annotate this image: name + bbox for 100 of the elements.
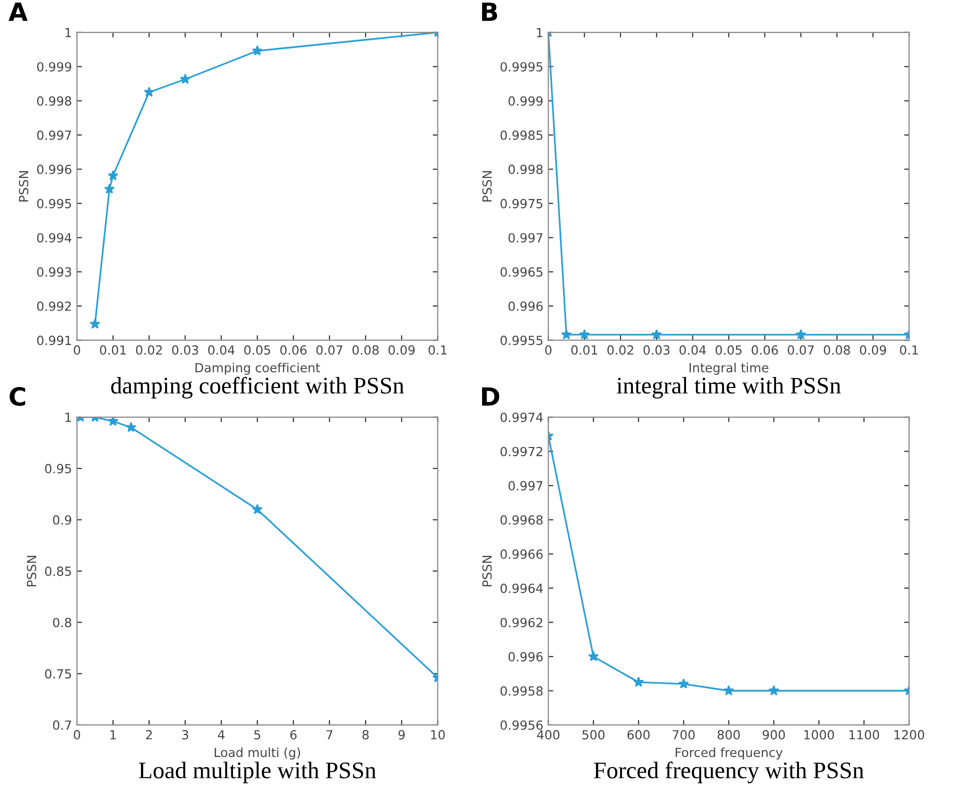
y-tick-label: 0.9972: [500, 446, 542, 456]
y-tick-label: 0.997: [508, 481, 542, 490]
y-tick-label: 0.996: [37, 164, 72, 174]
y-tick-label: 0.993: [37, 267, 72, 277]
x-tick-label: 0.06: [280, 345, 307, 355]
x-tick-label: 500: [582, 730, 605, 740]
y-tick-label: 0.9995: [500, 62, 542, 72]
y-tick-label: 0.9955: [500, 336, 542, 346]
text: integral time with PSSn: [616, 377, 841, 399]
y-tick-label: 0.996: [508, 652, 543, 662]
x-tick-label: 0.07: [316, 345, 342, 355]
x-tick-label: 9: [398, 730, 405, 740]
x-tick-label: 1000: [804, 730, 834, 740]
point: [252, 504, 263, 514]
text: C: [10, 387, 26, 406]
text: B: [482, 2, 498, 21]
y-tick-label: 1: [66, 412, 71, 422]
y-tick-label: 0.999: [37, 62, 72, 72]
y-tick-label: 0.75: [45, 669, 72, 679]
y-axis-title: PSSN: [18, 171, 28, 202]
x-tick-label: 3: [182, 730, 188, 740]
y-tick-label: 0.9985: [500, 130, 542, 140]
x-tick-label: 0: [545, 345, 552, 355]
y-tick-label: 0.8: [53, 618, 72, 628]
x-tick-label: 0.04: [208, 345, 234, 355]
x-tick-label: 700: [672, 730, 695, 740]
x-tick-label: 0.08: [824, 345, 850, 355]
x-tick-label: 0.02: [607, 345, 634, 355]
point: [108, 417, 118, 426]
text: A: [8, 2, 28, 21]
x-tick-label: 2: [146, 730, 152, 740]
point: [723, 685, 734, 696]
x-tick-label: 4: [218, 730, 225, 740]
x-tick-label: 1200: [894, 730, 924, 740]
point: [180, 74, 191, 84]
x-tick-label: 0.1: [428, 345, 446, 355]
x-tick-label: 0.09: [860, 345, 886, 355]
x-tick-label: 0.07: [788, 345, 814, 355]
y-tick-label: 0.9968: [500, 515, 543, 525]
x-tick-label: 7: [326, 730, 332, 740]
y-tick-label: 0.9965: [500, 267, 542, 277]
y-tick-label: 0.991: [37, 336, 71, 346]
y-tick-label: 0.95: [45, 464, 72, 474]
x-tick-label: 0: [74, 730, 80, 740]
x-tick-label: 0.1: [900, 345, 918, 355]
y-tick-label: 0.997: [37, 130, 72, 140]
x-tick-label: 6: [290, 730, 297, 740]
x-tick-label: 0.09: [388, 345, 415, 355]
x-tick-label: 0.08: [352, 345, 379, 355]
y-tick-label: 0.997: [508, 233, 542, 243]
y-tick-label: 0.9964: [500, 584, 543, 594]
x-tick-label: 1100: [849, 730, 880, 740]
x-tick-label: 1: [110, 730, 116, 740]
x-tick-label: 0.01: [100, 345, 126, 355]
x-tick-label: 0.02: [136, 345, 162, 355]
y-tick-label: 0.9: [53, 515, 72, 525]
y-axis-title: PSSN: [482, 556, 492, 586]
x-tick-label: 0.05: [716, 345, 742, 355]
point: [126, 422, 136, 432]
x-tick-label: 0.04: [680, 345, 706, 355]
text: Load multiple with PSSn: [138, 762, 376, 784]
x-tick-label: 0.03: [643, 345, 670, 355]
text: Forced frequency with PSSn: [594, 762, 864, 784]
y-tick-label: 1: [536, 28, 542, 38]
x-tick-label: 0.01: [571, 345, 598, 355]
y-tick-label: 0.998: [37, 96, 72, 106]
x-tick-label: 400: [537, 730, 560, 740]
x-tick-label: 10: [431, 730, 445, 740]
point: [108, 170, 118, 180]
y-axis-title: PSSN: [26, 556, 36, 586]
y-tick-label: 0.9966: [500, 549, 543, 559]
point: [678, 678, 689, 689]
y-tick-label: 0.998: [508, 164, 543, 174]
y-axis-title: PSSN: [482, 171, 492, 202]
point: [588, 650, 599, 662]
point: [633, 676, 644, 687]
x-tick-label: 0.03: [172, 345, 198, 355]
y-tick-label: 0.9956: [500, 720, 543, 730]
y-tick-label: 0.996: [508, 301, 543, 311]
x-tick-label: 0.06: [752, 345, 778, 355]
x-tick-label: 0: [74, 345, 80, 355]
y-tick-label: 0.9974: [500, 412, 543, 422]
x-tick-label: 900: [762, 730, 785, 740]
y-tick-label: 1: [66, 28, 71, 38]
x-tick-label: 0.05: [244, 345, 270, 355]
text: damping coefficient with PSSn: [111, 376, 404, 399]
y-tick-label: 0.9962: [500, 618, 542, 628]
y-tick-label: 0.9975: [500, 198, 542, 208]
point: [90, 318, 100, 329]
point: [252, 45, 263, 56]
point: [144, 86, 154, 97]
y-tick-label: 0.85: [45, 566, 72, 576]
x-tick-label: 600: [627, 730, 650, 740]
point: [104, 183, 115, 194]
point: [768, 685, 780, 696]
x-axis-title: Damping coefficient: [196, 362, 320, 375]
y-tick-label: 0.9958: [500, 686, 543, 696]
text: D: [482, 387, 500, 406]
y-tick-label: 0.999: [508, 96, 543, 106]
x-axis-title: Integral time: [690, 362, 768, 375]
